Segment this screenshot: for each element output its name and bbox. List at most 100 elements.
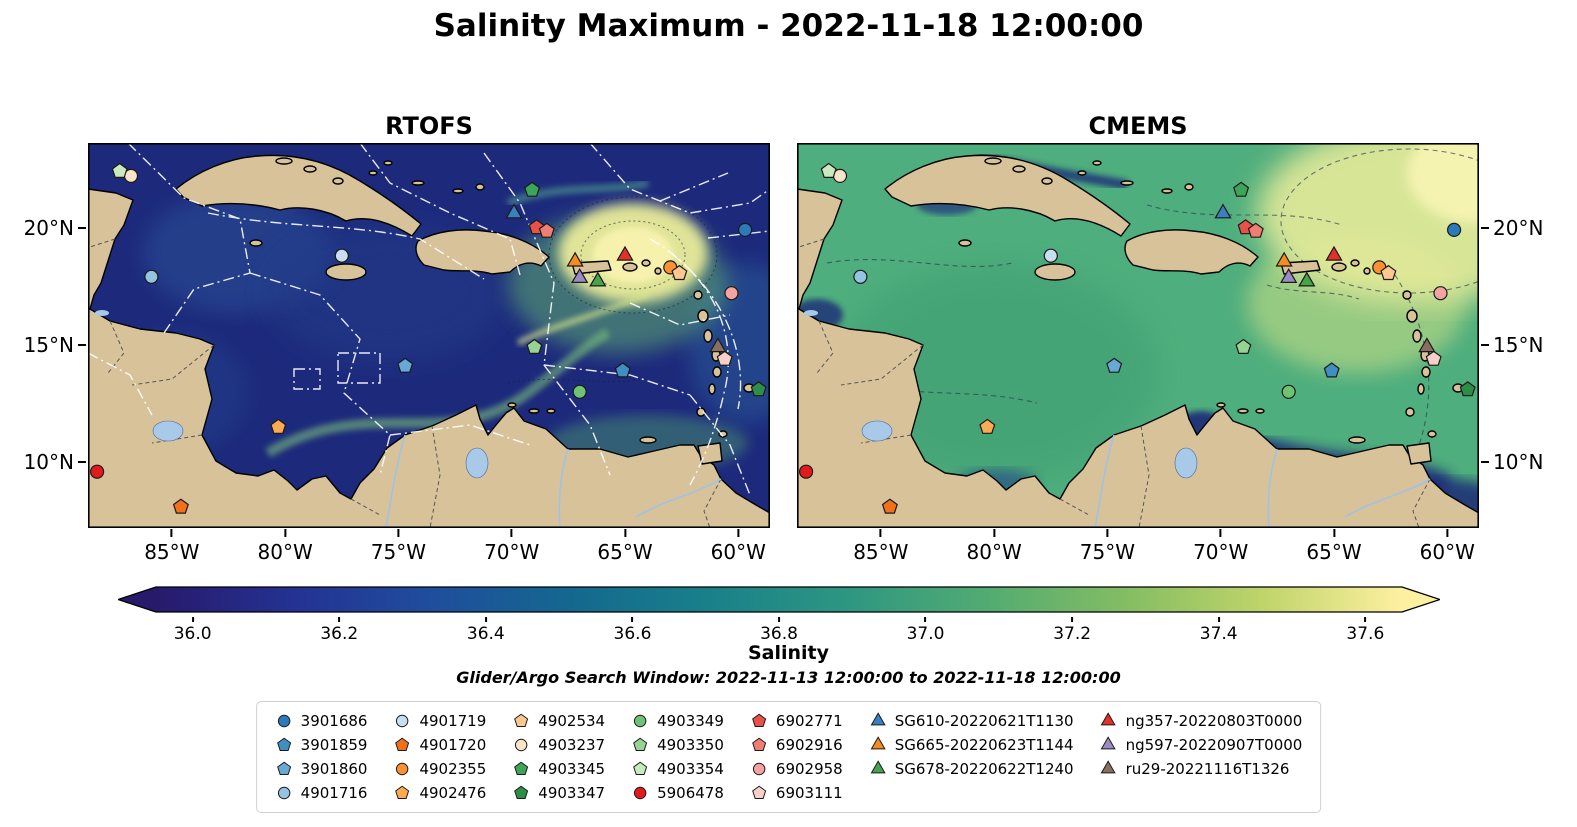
map-marker bbox=[737, 222, 753, 238]
map-marker bbox=[820, 162, 837, 179]
legend-item: 6902958 bbox=[750, 760, 843, 778]
triangle-marker-icon bbox=[870, 760, 886, 774]
legend-item: 4903347 bbox=[512, 784, 605, 802]
legend-item: 6903111 bbox=[750, 784, 843, 802]
legend-item: 4902534 bbox=[512, 712, 605, 730]
pentagon-marker-icon bbox=[633, 761, 648, 775]
pentagon-marker-icon bbox=[751, 737, 766, 751]
map-marker bbox=[1433, 286, 1448, 301]
legend-item-label: 3901860 bbox=[300, 760, 368, 778]
legend-item: 6902916 bbox=[750, 736, 843, 754]
map-marker bbox=[526, 338, 543, 355]
map-marker bbox=[270, 418, 287, 434]
map-marker bbox=[1280, 268, 1298, 283]
map-marker bbox=[709, 337, 727, 353]
rtofs-contours bbox=[507, 196, 718, 384]
pentagon-marker-icon bbox=[751, 713, 766, 727]
legend-item-label: 3901859 bbox=[300, 736, 368, 754]
cmems-frame bbox=[797, 143, 1480, 528]
circle-marker-icon bbox=[396, 714, 409, 728]
map-marker bbox=[1106, 357, 1123, 373]
cmems-markers-layer bbox=[799, 162, 1476, 514]
map-marker bbox=[1459, 381, 1476, 397]
pentagon-marker-icon bbox=[276, 737, 291, 751]
legend-column: 6902771 6902916 6902958 6903111 bbox=[750, 712, 843, 802]
legend-item: 4901719 bbox=[393, 712, 486, 730]
cmems-lon-axis: 85°W 80°W 75°W 70°W 65°W 60°W bbox=[797, 528, 1479, 574]
legend-item: 4902355 bbox=[393, 760, 486, 778]
map-marker bbox=[1275, 251, 1293, 267]
rtofs-lon-axis: 85°W 80°W 75°W 70°W 65°W 60°W bbox=[88, 528, 770, 574]
rtofs-map-panel: RTOFS bbox=[24, 112, 771, 564]
legend-item: SG665-20220623T1144 bbox=[869, 736, 1074, 754]
legend-column: SG610-20220621T1130 SG665-20220623T1144 SG… bbox=[869, 712, 1074, 802]
map-marker bbox=[881, 498, 898, 514]
colorbar-ticks: 36.0 36.2 36.4 36.6 36.8 37.0 37.2 37.4 37.6 bbox=[156, 617, 1402, 644]
legend: 3901686 3901859 3901860 4901716 4901719 49017… bbox=[255, 701, 1322, 813]
lon-tick-label: 85°W bbox=[853, 540, 909, 564]
triangle-marker-icon bbox=[1101, 712, 1117, 726]
legend-item-label: SG665-20220623T1144 bbox=[894, 736, 1074, 754]
map-marker bbox=[724, 286, 739, 301]
lon-tick-label: 60°W bbox=[710, 540, 766, 564]
legend-item: 4903354 bbox=[631, 760, 724, 778]
legend-column: 3901686 3901859 3901860 4901716 bbox=[275, 712, 368, 802]
legend-item-label: SG610-20220621T1130 bbox=[894, 712, 1074, 730]
legend-item-label: 4903347 bbox=[538, 784, 606, 802]
circle-marker-icon bbox=[633, 786, 647, 800]
legend-item-label: 3901686 bbox=[300, 712, 368, 730]
cmems-lat-axis: 20°N 15°N 10°N bbox=[1479, 143, 1551, 528]
legend-item: 4903345 bbox=[512, 760, 605, 778]
legend-item: 4901720 bbox=[393, 736, 486, 754]
map-marker bbox=[1425, 350, 1442, 366]
map-marker bbox=[505, 203, 523, 219]
rtofs-salinity-map bbox=[88, 143, 771, 528]
legend-item-label: 6902771 bbox=[775, 712, 843, 730]
map-marker bbox=[853, 269, 868, 284]
legend-column: 4902534 4903237 4903345 4903347 bbox=[512, 712, 605, 802]
legend-item: 3901686 bbox=[275, 712, 368, 730]
colorbar-tick-label: 37.2 bbox=[1053, 624, 1092, 644]
colorbar: 36.0 36.2 36.4 36.6 36.8 37.0 37.2 37.4 37.6 bbox=[118, 586, 1440, 644]
legend-item-label: 4902355 bbox=[419, 760, 487, 778]
colorbar-tick-label: 37.6 bbox=[1346, 624, 1385, 644]
map-marker bbox=[524, 181, 541, 197]
pentagon-marker-icon bbox=[514, 761, 529, 775]
lon-tick-label: 80°W bbox=[966, 540, 1022, 564]
map-marker bbox=[1043, 248, 1058, 263]
map-marker bbox=[716, 350, 733, 366]
lat-tick-label: 15°N bbox=[1493, 332, 1544, 357]
legend-column: 4903349 4903350 4903354 5906478 bbox=[631, 712, 724, 802]
map-marker bbox=[1214, 203, 1232, 219]
lat-tick-label: 10°N bbox=[23, 450, 74, 475]
pentagon-marker-icon bbox=[395, 737, 410, 751]
colorbar-tick-label: 36.4 bbox=[466, 624, 505, 644]
legend-item: SG610-20220621T1130 bbox=[869, 712, 1074, 730]
rtofs-frame bbox=[88, 143, 771, 528]
triangle-marker-icon bbox=[870, 736, 886, 750]
map-marker bbox=[1380, 264, 1397, 281]
pentagon-marker-icon bbox=[633, 737, 648, 751]
lon-tick-label: 60°W bbox=[1419, 540, 1475, 564]
map-marker bbox=[750, 381, 767, 397]
legend-item: 4903350 bbox=[631, 736, 724, 754]
circle-marker-icon bbox=[277, 714, 290, 728]
map-marker bbox=[111, 162, 128, 179]
figure-title: Salinity Maximum - 2022-11-18 12:00:00 bbox=[433, 8, 1144, 44]
legend-item-label: 5906478 bbox=[657, 784, 724, 802]
map-marker bbox=[1247, 222, 1264, 238]
map-marker bbox=[172, 498, 189, 514]
lat-tick-label: 20°N bbox=[23, 215, 74, 240]
map-marker bbox=[572, 384, 587, 399]
legend-column: 4901719 4901720 4902355 4902476 bbox=[393, 712, 486, 802]
legend-item: 4903237 bbox=[512, 736, 605, 754]
legend-item-label: 4903345 bbox=[538, 760, 606, 778]
triangle-marker-icon bbox=[1101, 760, 1117, 774]
lon-tick-label: 80°W bbox=[257, 540, 313, 564]
map-marker bbox=[144, 269, 159, 284]
lon-tick-label: 65°W bbox=[1306, 540, 1362, 564]
colorbar-tick-label: 36.6 bbox=[613, 624, 652, 644]
circle-marker-icon bbox=[277, 786, 290, 800]
legend-item-label: 4901719 bbox=[419, 712, 487, 730]
lat-tick-label: 20°N bbox=[1493, 215, 1544, 240]
